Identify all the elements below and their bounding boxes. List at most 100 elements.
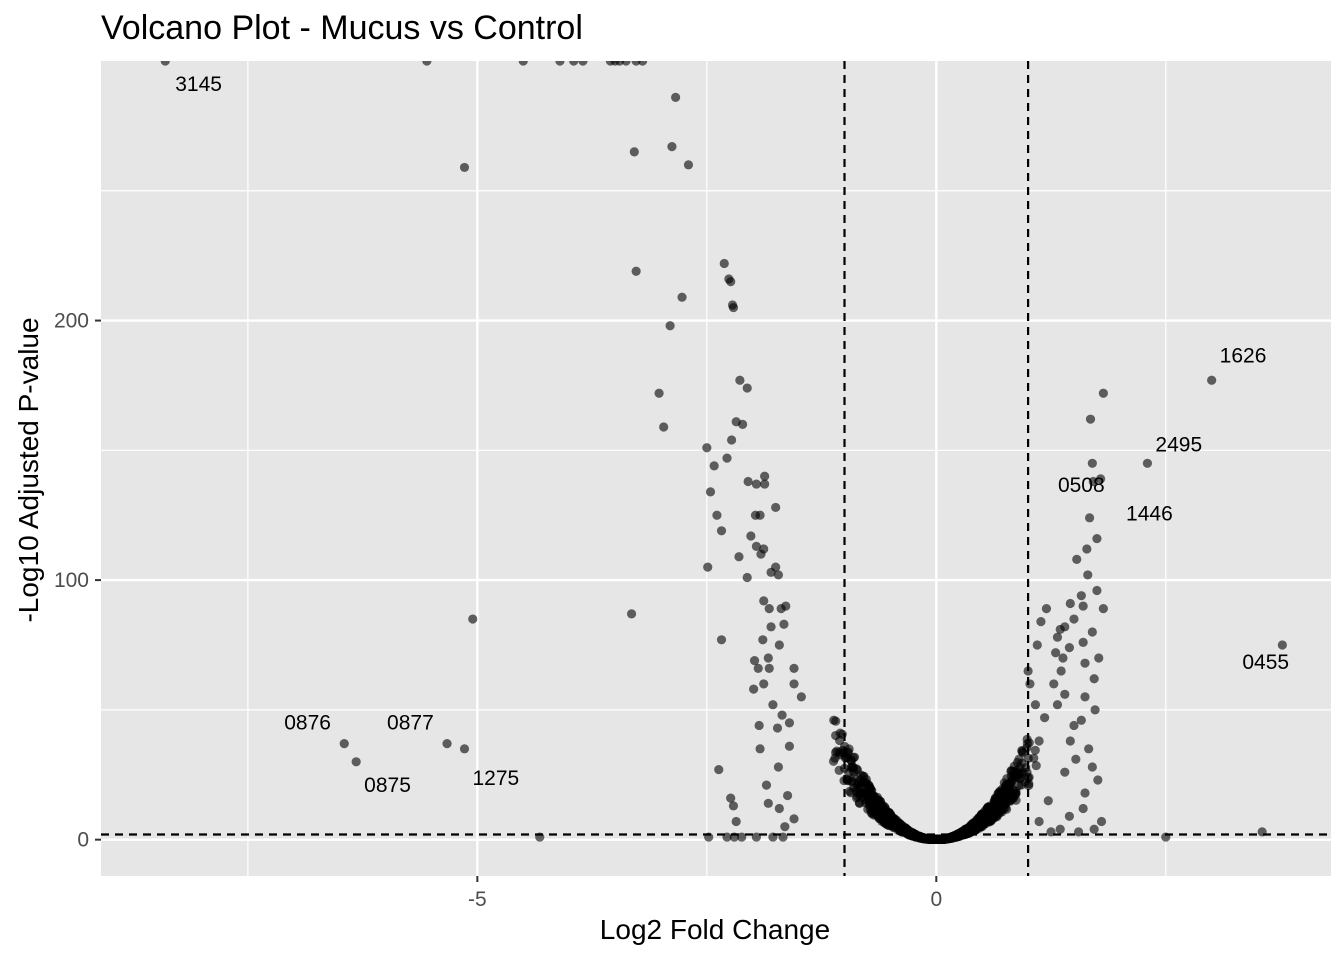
data-point [771,502,781,513]
data-point [1207,375,1217,385]
data-point [555,61,565,66]
data-point [764,604,774,614]
data-point [1030,745,1040,755]
data-point [754,720,764,731]
data-point [789,679,799,689]
data-point [771,562,781,572]
y-tick-label: 100 [54,569,89,592]
data-point [712,510,722,520]
data-point [1025,679,1035,689]
data-point [659,422,669,432]
data-point [854,798,864,808]
point-labels: 3145 1626 2495 0508 1446 0455 0876 0877 0875 1275 [175,73,1289,797]
data-point [734,552,744,562]
data-point [755,510,765,520]
data-point [726,277,736,287]
data-point [761,780,772,790]
data-point [631,266,641,276]
y-axis-title: -Log10 Adjusted P-value [13,317,44,622]
data-point [722,453,732,463]
point-label: 1446 [1126,503,1173,526]
data-point [764,663,774,673]
data-point [422,61,432,66]
data-point [702,443,712,453]
data-point [746,531,756,541]
point-label: 0875 [364,774,411,797]
data-point [683,160,694,170]
data-point [1031,760,1041,771]
data-point [774,803,784,814]
data-point [351,757,361,767]
data-point [973,816,983,826]
x-axis-ticks: -5 0 [468,876,942,911]
point-label: 0877 [387,712,434,735]
data-point [789,814,799,824]
data-point [737,832,747,842]
data-point [1065,598,1075,609]
data-point [468,614,478,624]
data-point [751,479,761,489]
data-point [1049,679,1059,689]
y-axis-ticks: 0 100 200 [54,310,101,852]
data-point [1069,614,1079,624]
data-point [1084,513,1095,523]
data-point [1096,474,1106,484]
data-point [865,795,875,805]
data-point [637,61,648,66]
data-point [1051,648,1061,658]
data-point [1098,388,1108,398]
data-point [1014,754,1024,764]
data-point [962,825,972,835]
data-point [1041,604,1052,614]
data-point [1036,617,1046,627]
data-point [840,753,850,763]
data-point [749,684,759,694]
data-point [777,710,787,720]
data-point [716,635,727,645]
data-point [727,435,737,445]
point-label: 0876 [284,712,331,735]
data-point [828,756,839,766]
data-point [518,61,528,66]
data-point [759,544,769,554]
data-point [865,781,875,792]
data-point [1052,700,1063,710]
data-point [763,653,773,663]
data-point [755,744,765,754]
x-tick-label: -5 [468,888,487,911]
data-point [848,753,859,763]
data-point [1073,827,1084,837]
data-point [1092,585,1102,596]
data-point [1064,642,1074,653]
data-point [1029,753,1039,763]
data-point [665,321,675,331]
point-label: 1626 [1220,344,1267,367]
grid-lines [101,61,1331,876]
data-point [1056,666,1066,676]
data-point [772,723,783,733]
data-point [1084,744,1094,754]
data-point [1092,533,1102,544]
data-point [784,718,795,728]
data-point [735,375,745,385]
data-point [1087,627,1097,637]
data-point [629,147,639,157]
data-point [859,771,869,781]
data-point [726,793,736,803]
data-point [667,142,677,152]
data-point [1060,622,1070,632]
data-point [578,61,588,66]
data-point [1087,458,1097,468]
data-point [760,479,770,489]
data-point [743,476,753,487]
chart-title: Volcano Plot - Mucus vs Control [101,9,583,47]
data-point [1089,824,1099,834]
data-point [867,805,877,815]
data-point [1043,796,1053,806]
data-point [789,663,799,673]
data-point [932,834,942,844]
x-tick-label: 0 [930,888,942,911]
data-point [1277,640,1287,650]
point-label: 0455 [1242,651,1289,674]
data-point [1071,754,1081,764]
